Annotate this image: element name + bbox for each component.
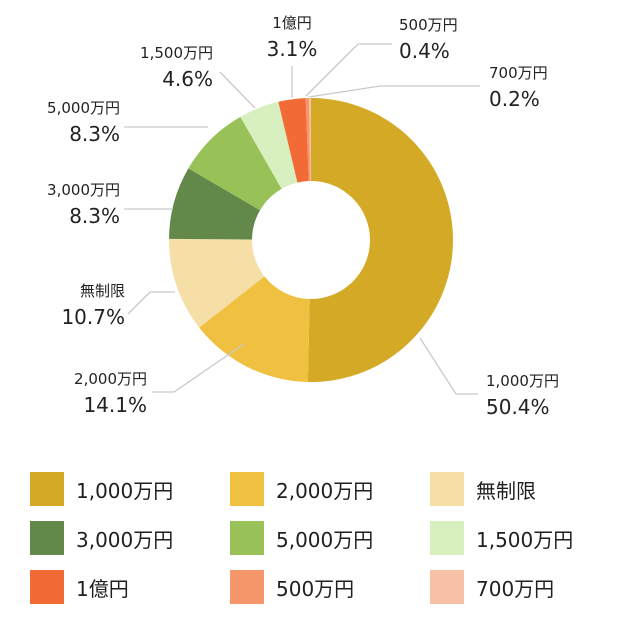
slice-label-5: 5,000万円 [47,99,120,117]
legend-item: 1,000万円 [30,472,173,506]
slice-value-7: 3.1% [267,37,318,61]
legend-swatch [230,521,264,555]
slice-4[interactable] [169,168,261,240]
leader-line-9 [308,85,480,98]
leader-line-3 [127,291,175,315]
slice-label-3: 無制限 [80,282,125,300]
legend-swatch [230,472,264,506]
slice-label-7: 1億円 [272,14,312,32]
legend-item: 無制限 [430,472,536,506]
slice-label-8: 500万円 [399,16,458,34]
legend-label: 5,000万円 [276,527,374,552]
leader-line-6 [219,71,256,109]
slice-value-6: 4.6% [162,67,213,91]
legend-swatch [30,472,64,506]
legend-item: 2,000万円 [230,472,373,506]
leader-line-1 [419,337,478,395]
slice-value-9: 0.2% [489,87,540,111]
legend-label: 1,500万円 [476,527,574,552]
legend-item: 5,000万円 [230,521,373,555]
legend-label: 1億円 [76,576,129,601]
slice-label-9: 700万円 [489,64,548,82]
legend-swatch [230,570,264,604]
legend-swatch [430,570,464,604]
legend-label: 無制限 [476,478,536,503]
legend-label: 2,000万円 [276,478,374,503]
slice-label-1: 1,000万円 [486,372,559,390]
leader-line-8 [305,43,392,97]
slice-value-4: 8.3% [69,204,120,228]
slice-3[interactable] [168,238,265,328]
slice-2[interactable] [199,276,310,382]
slice-label-2: 2,000万円 [74,370,147,388]
legend-swatch [30,570,64,604]
legend-item: 700万円 [430,570,554,604]
legend-label: 700万円 [476,576,555,601]
slice-value-5: 8.3% [69,122,120,146]
slice-8[interactable] [305,98,311,182]
legend-item: 500万円 [230,570,354,604]
slice-5[interactable] [188,116,282,211]
slice-7[interactable] [278,98,309,183]
legend-item: 1,500万円 [430,521,573,555]
slice-value-8: 0.4% [399,39,450,63]
slice-value-2: 14.1% [83,393,147,417]
slice-9[interactable] [309,98,311,182]
slice-1[interactable] [307,98,454,382]
legend-item: 3,000万円 [30,521,173,555]
leader-line-2 [152,343,245,393]
slice-label-4: 3,000万円 [47,181,120,199]
legend-swatch [430,521,464,555]
legend-label: 3,000万円 [76,527,174,552]
slice-label-6: 1,500万円 [140,44,213,62]
slice-6[interactable] [240,101,298,189]
legend-label: 1,000万円 [76,478,174,503]
legend-swatch [30,521,64,555]
legend-item: 1億円 [30,570,129,604]
slice-value-3: 10.7% [61,305,125,329]
legend-swatch [430,472,464,506]
legend-label: 500万円 [276,576,355,601]
slice-value-1: 50.4% [486,395,550,419]
